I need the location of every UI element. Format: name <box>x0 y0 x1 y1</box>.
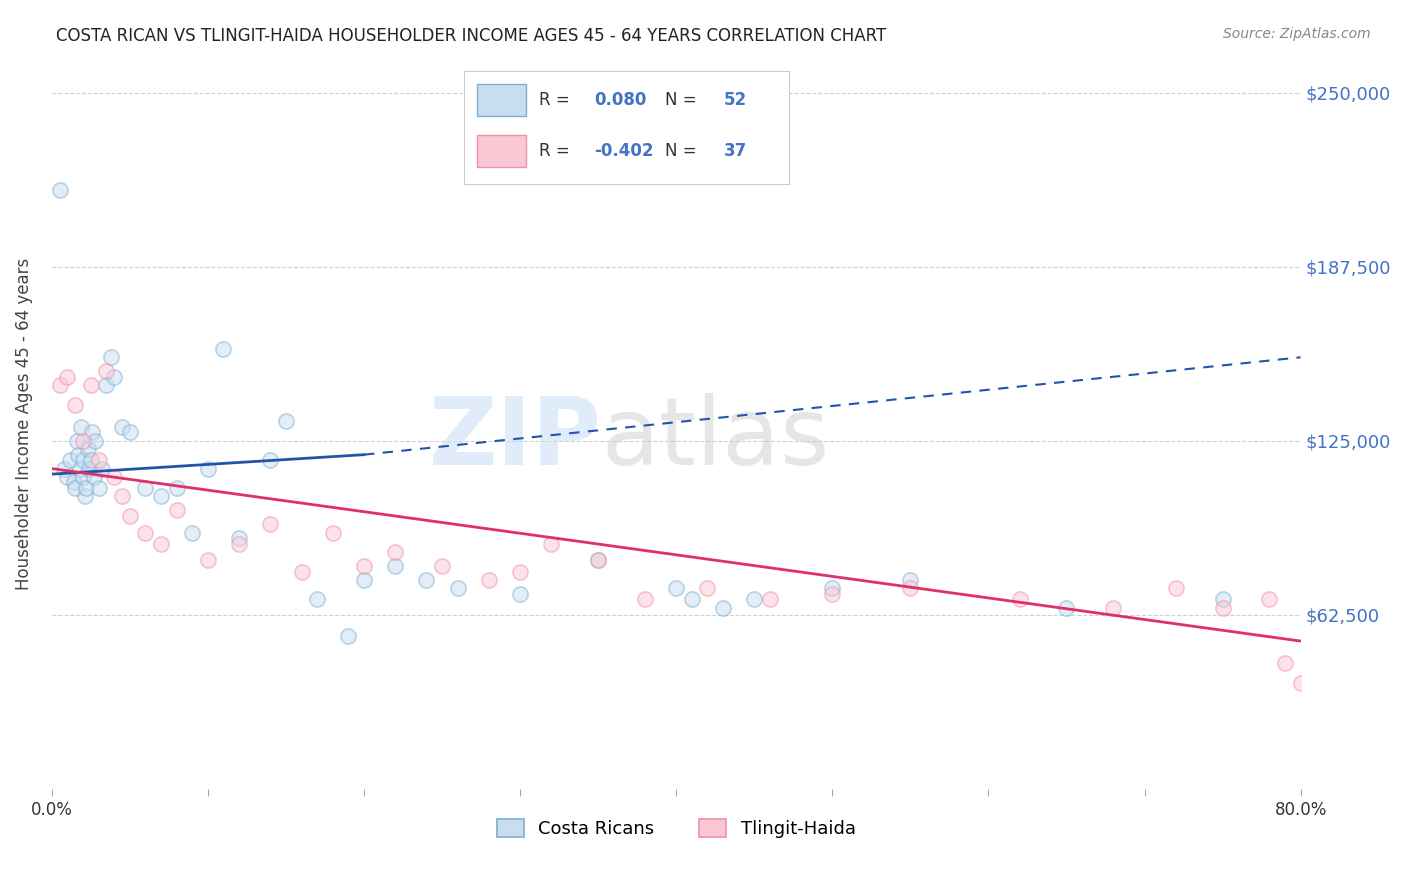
Point <box>96 378 118 392</box>
Point <box>66 434 89 448</box>
Point <box>70 420 93 434</box>
Point <box>1274 657 1296 671</box>
Point <box>634 592 657 607</box>
Point <box>353 558 375 573</box>
Point <box>742 592 765 607</box>
Point <box>337 628 360 642</box>
Point <box>111 490 134 504</box>
Point <box>48 183 70 197</box>
Point <box>711 600 734 615</box>
Point <box>353 573 375 587</box>
Point <box>84 434 107 448</box>
Point <box>274 414 297 428</box>
Point <box>96 364 118 378</box>
Point <box>1212 600 1234 615</box>
Point <box>212 342 235 356</box>
Point <box>384 545 406 559</box>
Point <box>72 434 94 448</box>
Point <box>72 453 94 467</box>
Point <box>446 581 468 595</box>
Point <box>540 537 562 551</box>
Point <box>87 453 110 467</box>
Point <box>53 461 76 475</box>
Point <box>228 531 250 545</box>
Point <box>290 565 312 579</box>
Point <box>118 425 141 440</box>
Point <box>166 503 188 517</box>
Point <box>118 508 141 523</box>
Point <box>197 553 219 567</box>
Point <box>509 587 531 601</box>
Point <box>56 470 79 484</box>
Point <box>69 461 91 475</box>
Point <box>87 481 110 495</box>
Point <box>150 490 173 504</box>
Point <box>73 490 96 504</box>
Point <box>1289 675 1312 690</box>
Point <box>56 369 79 384</box>
Point <box>430 558 453 573</box>
Point <box>181 525 204 540</box>
Point <box>59 453 82 467</box>
Point <box>586 553 609 567</box>
Point <box>478 573 501 587</box>
Point <box>90 461 112 475</box>
Point <box>586 553 609 567</box>
Point <box>111 420 134 434</box>
Point <box>83 470 105 484</box>
Text: COSTA RICAN VS TLINGIT-HAIDA HOUSEHOLDER INCOME AGES 45 - 64 YEARS CORRELATION C: COSTA RICAN VS TLINGIT-HAIDA HOUSEHOLDER… <box>56 27 887 45</box>
Text: Source: ZipAtlas.com: Source: ZipAtlas.com <box>1223 27 1371 41</box>
Point <box>103 369 125 384</box>
Point <box>76 442 98 456</box>
Point <box>72 470 94 484</box>
Text: atlas: atlas <box>602 392 830 484</box>
Point <box>821 587 844 601</box>
Point <box>1258 592 1281 607</box>
Point <box>197 461 219 475</box>
Legend: Costa Ricans, Tlingit-Haida: Costa Ricans, Tlingit-Haida <box>489 812 863 845</box>
Point <box>1102 600 1125 615</box>
Point <box>63 481 86 495</box>
Point <box>103 470 125 484</box>
Point <box>259 453 281 467</box>
Point <box>1164 581 1187 595</box>
Point <box>63 398 86 412</box>
Point <box>62 475 84 490</box>
Point <box>67 448 90 462</box>
Point <box>75 481 97 495</box>
Y-axis label: Householder Income Ages 45 - 64 years: Householder Income Ages 45 - 64 years <box>15 258 32 591</box>
Point <box>681 592 703 607</box>
Point <box>48 378 70 392</box>
Point <box>259 517 281 532</box>
Point <box>696 581 718 595</box>
Point <box>134 525 156 540</box>
Point <box>82 425 104 440</box>
Point <box>307 592 329 607</box>
Point <box>821 581 844 595</box>
Point <box>150 537 173 551</box>
Point <box>80 453 103 467</box>
Text: ZIP: ZIP <box>429 392 602 484</box>
Point <box>1008 592 1031 607</box>
Point <box>415 573 437 587</box>
Point <box>759 592 782 607</box>
Point <box>898 581 921 595</box>
Point <box>1212 592 1234 607</box>
Point <box>80 378 103 392</box>
Point <box>228 537 250 551</box>
Point <box>898 573 921 587</box>
Point <box>166 481 188 495</box>
Point <box>384 558 406 573</box>
Point <box>322 525 344 540</box>
Point <box>665 581 688 595</box>
Point <box>134 481 156 495</box>
Point <box>509 565 531 579</box>
Point <box>100 351 122 365</box>
Point <box>1056 600 1078 615</box>
Point <box>77 461 100 475</box>
